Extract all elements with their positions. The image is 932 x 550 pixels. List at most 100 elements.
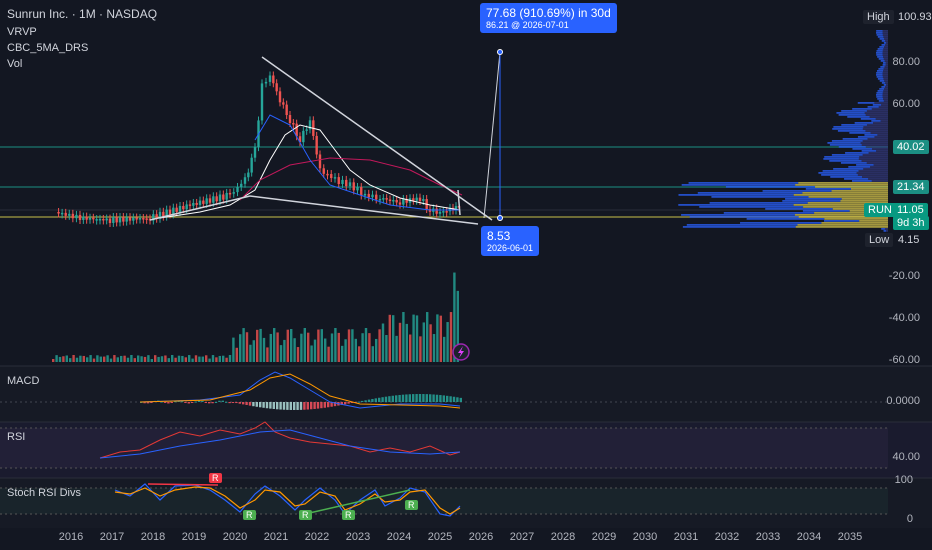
volume-profile-bar: [821, 222, 888, 224]
year-label: 2016: [58, 531, 84, 543]
wedge-lower-trendline[interactable]: [249, 195, 479, 225]
volume-profile-bar: [876, 150, 888, 152]
volume-bar: [283, 339, 286, 362]
volume-bar: [211, 355, 215, 362]
level-tag-21[interactable]: 21.34: [893, 180, 929, 194]
volume-profile-bar: [856, 164, 874, 166]
volume-profile-bar: [882, 72, 888, 74]
volume-bar: [157, 356, 160, 362]
candle-body: [115, 216, 118, 223]
candle-body: [78, 214, 82, 220]
macd-bar: [255, 402, 258, 407]
candle-body: [188, 204, 192, 206]
projection-handle-bottom[interactable]: [497, 215, 503, 221]
level-tag-40[interactable]: 40.02: [893, 140, 929, 154]
candle-body: [298, 136, 302, 143]
volume-profile-bar: [882, 64, 886, 66]
macd-bar: [323, 402, 326, 408]
volume-profile-bar: [885, 230, 888, 232]
macd-title[interactable]: MACD: [7, 375, 40, 387]
projection-start-tooltip[interactable]: 8.53 2026-06-01: [481, 226, 540, 256]
volume-profile-bar: [841, 110, 867, 112]
volume-bar: [327, 346, 330, 362]
macd-bar: [303, 402, 306, 410]
stoch-title[interactable]: Stoch RSI Divs: [7, 487, 81, 499]
candle-body: [175, 207, 178, 212]
macd-bar: [391, 395, 394, 402]
volume-bar: [446, 322, 449, 362]
macd-bar: [242, 402, 245, 405]
indicator-cbc[interactable]: CBC_5MA_DRS: [7, 42, 89, 54]
macd-bar: [279, 402, 282, 410]
rsi-title[interactable]: RSI: [7, 431, 26, 443]
candle-body: [315, 135, 318, 155]
volume-profile-bar: [881, 104, 888, 106]
volume-profile-bar: [885, 64, 888, 66]
volume-bar: [276, 332, 279, 362]
wedge-base-trendline[interactable]: [149, 195, 251, 221]
volume-profile-bar: [746, 218, 825, 220]
volume-profile-bar: [883, 84, 887, 86]
macd-bar: [286, 402, 289, 410]
volume-profile-bar: [859, 220, 888, 222]
macd-bar: [150, 402, 153, 403]
symbol-title[interactable]: Sunrun Inc. · 1M · NASDAQ: [7, 7, 158, 21]
volume-bars: [52, 272, 459, 362]
volume-bar: [171, 355, 174, 362]
candle-body: [272, 75, 275, 84]
candle-body: [236, 187, 239, 193]
projection-tooltip[interactable]: 77.68 (910.69%) in 30d 86.21 @ 2026-07-0…: [480, 3, 617, 33]
volume-bar: [147, 355, 150, 362]
volume-profile-bar: [824, 218, 888, 220]
volume-profile-bar: [859, 156, 888, 158]
volume-profile-bar: [827, 142, 861, 144]
volume-profile-bar: [874, 102, 888, 104]
macd-bar: [442, 395, 445, 402]
macd-bar: [180, 401, 184, 403]
projection-handle-top[interactable]: [497, 49, 503, 55]
indicator-vol[interactable]: Vol: [7, 58, 23, 70]
volume-bar: [330, 333, 334, 362]
volume-bar: [143, 356, 147, 362]
volume-profile-bar: [803, 206, 888, 208]
year-label: 2020: [222, 531, 248, 543]
volume-profile-bar: [857, 174, 888, 176]
projection-line[interactable]: [483, 51, 501, 219]
indicator-vrvp[interactable]: VRVP: [7, 26, 37, 38]
divergence-marker-bull: R: [342, 510, 355, 520]
macd-bar: [163, 402, 167, 403]
volume-profile-bar: [699, 206, 804, 208]
year-label: 2021: [263, 531, 289, 543]
candle-body: [264, 81, 268, 84]
macd-bar: [174, 401, 177, 403]
price-tick-60: 60.00: [892, 98, 920, 110]
volume-profile-bar: [878, 106, 888, 108]
volume-profile-bar: [877, 98, 884, 100]
volume-profile-bar: [866, 110, 888, 112]
candle-body: [75, 214, 78, 219]
volume-bar: [191, 358, 194, 362]
candle-body: [371, 194, 374, 198]
volume-profile-bar: [851, 180, 872, 182]
volume-profile-bar: [879, 46, 885, 48]
macd-bar: [456, 397, 459, 402]
volume-profile-bar: [841, 124, 867, 126]
low-label: Low: [865, 233, 894, 247]
wedge-upper-trendline[interactable]: [261, 56, 493, 221]
candle-body: [185, 204, 188, 210]
volume-profile-bar: [678, 204, 794, 206]
volume-bar: [92, 358, 96, 362]
projection-start-value: 8.53: [487, 229, 511, 243]
candle-body: [318, 154, 322, 169]
year-label: 2026: [468, 531, 494, 543]
volume-profile-bar: [793, 194, 888, 196]
candle-body: [215, 196, 218, 202]
volume-profile-bar: [871, 148, 888, 150]
volume-profile-bar: [878, 68, 884, 70]
volume-bar: [65, 355, 68, 362]
stoch-panel-bg: [0, 478, 932, 528]
macd-bar: [364, 400, 367, 402]
candle-body: [202, 200, 205, 204]
year-label: 2032: [714, 531, 740, 543]
